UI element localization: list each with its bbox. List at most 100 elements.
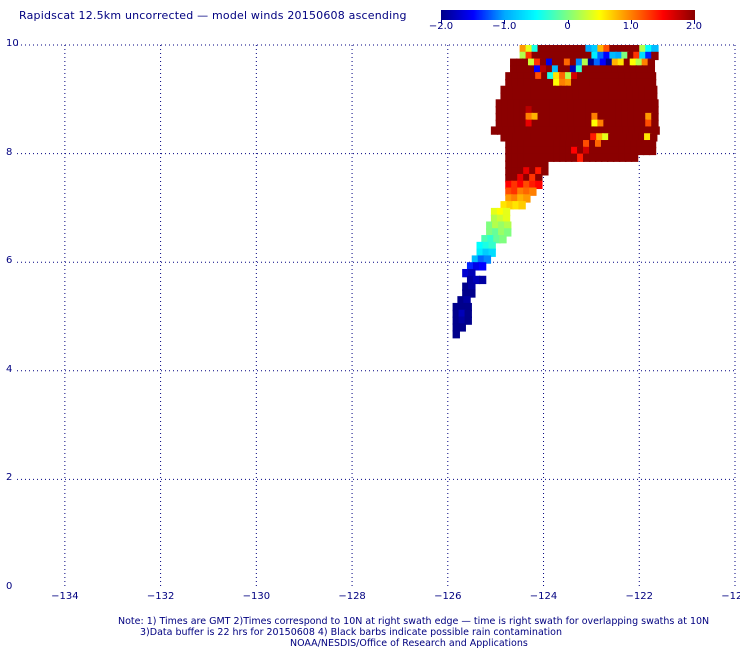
wind-diff-cell bbox=[542, 92, 550, 101]
wind-diff-cell bbox=[537, 45, 545, 54]
wind-diff-cell bbox=[462, 282, 470, 291]
wind-diff-cell bbox=[635, 65, 644, 74]
wind-diff-cell bbox=[627, 106, 635, 115]
wind-diff-cell bbox=[530, 85, 538, 95]
wind-diff-cell bbox=[621, 106, 629, 115]
wind-diff-cell bbox=[624, 146, 633, 156]
wind-diff-cell bbox=[627, 112, 635, 122]
wind-diff-cell bbox=[533, 58, 542, 67]
wind-diff-cell bbox=[629, 58, 638, 67]
wind-diff-cell bbox=[531, 51, 539, 61]
wind-diff-cell bbox=[615, 112, 623, 122]
wind-diff-cell bbox=[517, 146, 525, 156]
wind-diff-cell bbox=[614, 133, 622, 142]
wind-diff-cell bbox=[596, 85, 604, 95]
wind-diff-cell bbox=[478, 262, 487, 271]
wind-diff-cell bbox=[618, 78, 627, 88]
wind-diff-cell bbox=[624, 78, 633, 88]
wind-diff-cell bbox=[609, 106, 617, 115]
wind-diff-cell bbox=[561, 51, 569, 61]
wind-diff-cell bbox=[486, 221, 494, 230]
wind-diff-cell bbox=[644, 133, 652, 142]
wind-diff-cell bbox=[597, 45, 605, 54]
wind-diff-cell bbox=[565, 72, 573, 81]
wind-diff-cell bbox=[566, 133, 574, 142]
wind-diff-cell bbox=[548, 92, 556, 101]
wind-diff-cell bbox=[567, 112, 575, 122]
wind-diff-cell bbox=[573, 119, 581, 128]
wind-diff-cell bbox=[477, 255, 486, 264]
wind-diff-cell bbox=[559, 153, 567, 162]
wind-diff-cell bbox=[562, 126, 571, 135]
wind-diff-cell bbox=[541, 72, 549, 81]
wind-diff-cell bbox=[511, 78, 519, 88]
y-tick-label: 6 bbox=[6, 255, 13, 267]
wind-diff-cell bbox=[502, 214, 511, 223]
wind-diff-cell bbox=[615, 119, 623, 128]
wind-diff-cell bbox=[452, 330, 460, 339]
wind-diff-cell bbox=[614, 85, 622, 95]
wind-diff-cell bbox=[519, 45, 527, 54]
wind-diff-cell bbox=[602, 92, 610, 101]
wind-diff-cell bbox=[524, 133, 532, 142]
wind-diff-cell bbox=[519, 99, 527, 108]
wind-diff-cell bbox=[525, 51, 533, 61]
wind-diff-cell bbox=[593, 65, 602, 74]
wind-diff-cell bbox=[605, 58, 614, 67]
wind-diff-cell bbox=[626, 85, 634, 95]
wind-diff-cell bbox=[589, 72, 597, 81]
wind-diff-cell bbox=[610, 126, 618, 135]
wind-diff-cell bbox=[561, 106, 569, 115]
wind-diff-cell bbox=[633, 51, 641, 61]
wind-diff-cell bbox=[615, 106, 623, 115]
wind-diff-cell bbox=[496, 214, 505, 223]
wind-diff-cell bbox=[605, 65, 614, 74]
wind-diff-cell bbox=[535, 173, 543, 183]
wind-diff-cell bbox=[511, 187, 519, 196]
wind-diff-cell bbox=[452, 323, 460, 332]
wind-diff-cell bbox=[618, 140, 627, 149]
wind-diff-cell bbox=[591, 119, 599, 128]
colorbar-tick bbox=[567, 20, 569, 24]
wind-diff-cell bbox=[565, 78, 573, 88]
wind-diff-cell bbox=[585, 106, 593, 115]
wind-diff-cell bbox=[551, 65, 560, 74]
wind-diff-cell bbox=[547, 140, 555, 149]
wind-diff-cell bbox=[553, 146, 561, 156]
wind-diff-cell bbox=[575, 65, 584, 74]
wind-diff-cell bbox=[618, 146, 627, 156]
wind-diff-cell bbox=[647, 58, 656, 67]
wind-diff-cell bbox=[500, 85, 508, 95]
wind-diff-cell bbox=[505, 194, 513, 203]
wind-diff-cell bbox=[493, 235, 501, 244]
wind-diff-cell bbox=[627, 45, 635, 54]
wind-diff-cell bbox=[602, 85, 610, 95]
wind-diff-cell bbox=[606, 153, 615, 162]
wind-diff-cell bbox=[464, 302, 472, 312]
wind-diff-cell bbox=[583, 140, 591, 149]
wind-diff-cell bbox=[565, 153, 573, 162]
wind-diff-cell bbox=[574, 126, 583, 135]
wind-diff-cell bbox=[523, 72, 531, 81]
wind-diff-cell bbox=[578, 85, 586, 95]
wind-diff-cell bbox=[458, 316, 466, 325]
wind-diff-cell bbox=[549, 112, 557, 122]
wind-diff-cell bbox=[602, 133, 610, 142]
wind-diff-cell bbox=[633, 99, 641, 108]
wind-diff-cell bbox=[645, 51, 653, 61]
wind-diff-cell bbox=[561, 45, 569, 54]
wind-diff-cell bbox=[529, 180, 537, 190]
wind-diff-cell bbox=[611, 58, 620, 67]
colorbar-label: 0 bbox=[564, 21, 571, 32]
wind-diff-cell bbox=[525, 106, 533, 115]
wind-diff-cell bbox=[648, 72, 657, 81]
wind-diff-cell bbox=[511, 160, 519, 169]
wind-diff-cell bbox=[525, 45, 533, 54]
wind-diff-cell bbox=[627, 119, 635, 128]
wind-diff-cell bbox=[594, 146, 603, 156]
wind-diff-cell bbox=[476, 241, 484, 251]
wind-diff-cell bbox=[541, 78, 549, 88]
wind-diff-cell bbox=[495, 106, 504, 115]
wind-diff-cell bbox=[517, 140, 525, 149]
x-tick-label: −130 bbox=[242, 591, 271, 602]
